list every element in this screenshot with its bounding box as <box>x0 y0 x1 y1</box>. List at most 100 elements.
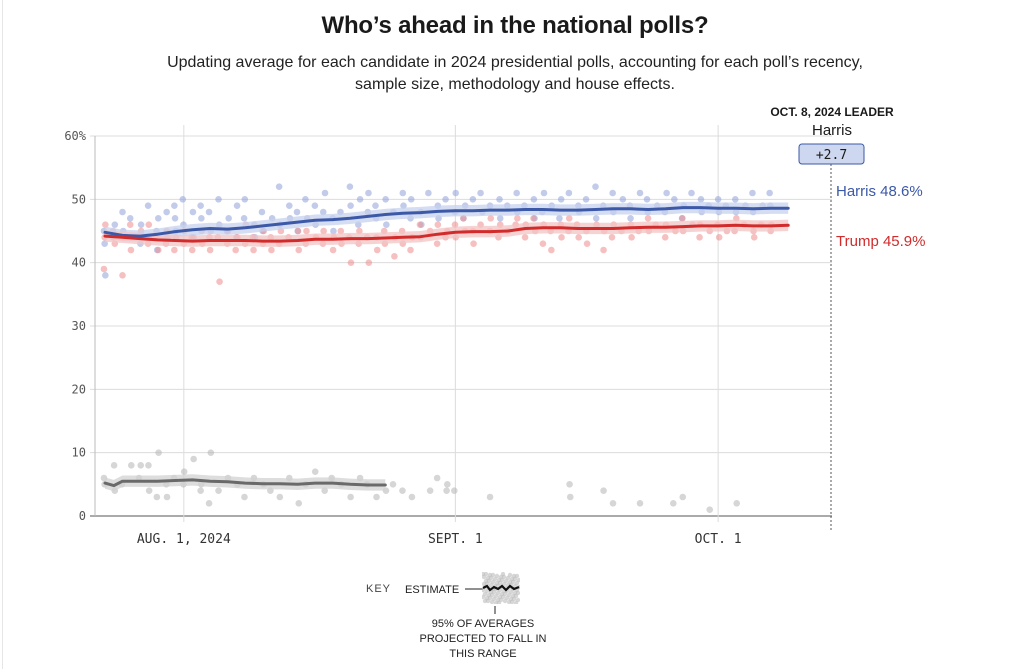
y-tick-label: 0 <box>79 509 86 523</box>
harris-poll-dot <box>215 196 222 203</box>
harris-poll-dot <box>179 196 187 203</box>
key-range-texture <box>507 572 513 578</box>
other-poll-dot <box>145 462 152 469</box>
other-poll-dot <box>153 493 161 501</box>
harris-poll-dot <box>400 202 407 209</box>
x-tick-label: AUG. 1, 2024 <box>137 532 231 547</box>
trump-poll-dot <box>365 259 373 266</box>
grid-lines <box>90 125 832 522</box>
harris-poll-dot <box>732 196 739 203</box>
trump-poll-dot <box>548 246 555 254</box>
harris-poll-dot <box>197 202 204 209</box>
harris-poll-dot <box>636 189 644 197</box>
harris-poll-dot <box>671 196 678 203</box>
harris-poll-dot <box>233 202 241 209</box>
other-poll-dot <box>600 487 607 494</box>
y-tick-label: 30 <box>72 319 86 333</box>
trump-poll-dot <box>216 278 223 285</box>
harris-poll-dot <box>311 202 319 209</box>
other-poll-dot <box>566 481 573 488</box>
harris-poll-dot <box>663 189 670 197</box>
harris-poll-dot <box>171 215 179 222</box>
harris-poll-dot <box>407 196 415 203</box>
harris-poll-dot <box>101 240 108 247</box>
other-poll-dot <box>373 493 380 501</box>
harris-poll-dot <box>258 208 266 216</box>
trump-poll-dot <box>696 234 703 241</box>
harris-poll-dot <box>137 221 145 228</box>
trump-poll-dot <box>514 215 521 222</box>
other-average-line <box>103 478 387 488</box>
harris-poll-dot <box>225 215 232 222</box>
harris-poll-dot <box>205 208 213 216</box>
other-poll-dot <box>190 455 197 463</box>
harris-poll-dot <box>240 215 248 222</box>
key-range-texture <box>483 572 489 577</box>
trump-poll-dot <box>583 240 591 247</box>
key-range-line-1: 95% OF AVERAGES <box>432 618 535 630</box>
trump-poll-dot <box>539 240 547 247</box>
harris-poll-dot <box>592 183 599 190</box>
harris-poll-dot <box>241 196 249 203</box>
harris-poll-dot <box>383 221 390 228</box>
y-tick-label: 10 <box>72 446 86 460</box>
harris-poll-dot <box>477 189 484 197</box>
trump-poll-dot <box>373 246 381 254</box>
trump-poll-dot <box>329 246 337 254</box>
trump-poll-dot <box>126 221 134 228</box>
harris-poll-dot <box>382 196 389 203</box>
trump-poll-dot <box>188 246 196 254</box>
harris-poll-dot <box>425 189 432 197</box>
y-tick-label: 20 <box>72 382 86 396</box>
harris-poll-dot <box>442 196 449 203</box>
trump-average-line <box>103 223 790 243</box>
trump-poll-dot <box>320 227 327 235</box>
trump-poll-dot <box>661 234 669 241</box>
harris-poll-dot <box>347 202 354 209</box>
y-tick-label: 50 <box>72 192 86 206</box>
uncertainty-bands <box>105 201 789 492</box>
key-range-texture <box>490 572 496 578</box>
harris-poll-dot <box>111 221 119 228</box>
trump-poll-dot <box>145 221 153 228</box>
left-page-rule <box>2 0 3 669</box>
other-poll-dot <box>609 500 617 507</box>
harris-poll-dot <box>275 183 283 190</box>
harris-poll-dot <box>714 196 722 203</box>
harris-poll-dot <box>697 196 705 203</box>
harris-poll-dot <box>302 196 309 203</box>
leader-margin: +2.7 <box>816 148 847 163</box>
harris-poll-dot <box>496 196 503 203</box>
other-poll-dot <box>408 493 416 501</box>
other-poll-dot <box>205 500 213 507</box>
harris-poll-dot <box>126 215 134 222</box>
leader-name: Harris <box>812 122 852 139</box>
other-poll-dot <box>241 493 248 501</box>
leader-margin-badge <box>798 143 865 165</box>
harris-poll-dot <box>171 202 178 209</box>
key-range-line-2: PROJECTED TO FALL IN <box>420 633 547 645</box>
trump-poll-dot <box>600 246 607 254</box>
key-range-texture <box>514 573 520 579</box>
other-poll-dot <box>669 500 677 507</box>
harris-poll-dot <box>365 189 372 197</box>
harris-poll-dot <box>619 196 627 203</box>
other-poll-dot <box>679 493 687 501</box>
harris-poll-dot <box>766 189 773 197</box>
harris-poll-dot <box>198 215 205 222</box>
harris-poll-dot <box>496 215 504 222</box>
other-poll-dot <box>145 487 153 494</box>
trump-poll-dot <box>303 227 310 235</box>
trump-poll-dot <box>347 259 355 266</box>
trump-poll-dot <box>391 253 398 260</box>
trump-poll-dot <box>356 227 363 235</box>
other-poll-dot <box>451 487 458 494</box>
harris-poll-dot <box>540 189 548 197</box>
trump-poll-dot <box>171 246 178 254</box>
trump-poll-dot <box>644 215 652 222</box>
other-poll-dot <box>127 462 135 469</box>
other-poll-dot <box>706 506 714 513</box>
harris-poll-dot <box>293 208 301 216</box>
harris-average-line <box>103 206 790 238</box>
